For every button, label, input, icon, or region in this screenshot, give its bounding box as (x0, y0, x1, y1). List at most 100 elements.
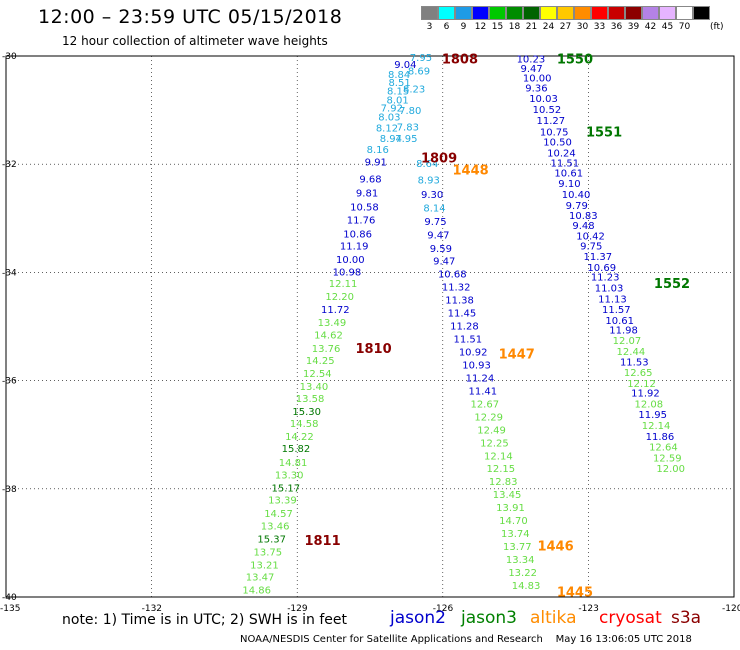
wave-height-value: 13.76 (312, 344, 341, 355)
wave-height-value: 12.25 (480, 438, 509, 449)
wave-height-value: 10.98 (333, 267, 362, 278)
legend-swatch (540, 6, 557, 20)
legend-swatch (438, 6, 455, 20)
wave-height-value: 12.11 (329, 279, 358, 290)
wave-height-value: 9.04 (394, 60, 416, 71)
legend-swatch (489, 6, 506, 20)
wave-height-value: 10.83 (569, 211, 598, 222)
lat-axis-label: -36 (2, 377, 17, 387)
wave-height-value: 14.58 (290, 419, 319, 430)
wave-height-value: 12.07 (613, 336, 642, 347)
wave-height-value: 12.14 (642, 421, 671, 432)
wave-height-value: 11.95 (638, 410, 667, 421)
legend-label: 18 (508, 22, 521, 32)
wave-height-value: 9.75 (580, 241, 602, 252)
wave-height-value: 8.14 (423, 203, 445, 214)
wave-height-value: 9.81 (356, 188, 378, 199)
wave-height-value: 8.51 (388, 78, 410, 89)
pass-time-label: 1552 (654, 277, 690, 292)
wave-height-value: 11.76 (347, 215, 376, 226)
satellite-altika: altika (530, 608, 577, 628)
wave-height-value: 13.34 (506, 555, 535, 566)
wave-height-value: 13.49 (318, 318, 347, 329)
wave-height-value: 12.15 (486, 464, 515, 475)
wave-height-value: 7.95 (395, 134, 417, 145)
legend-label: 6 (443, 22, 450, 32)
wave-height-value: 9.59 (430, 244, 452, 255)
wave-height-value: 11.27 (536, 116, 565, 127)
wave-height-value: 14.70 (499, 516, 528, 527)
color-legend: 3 6 9 12 15 18 21 24 27 30 33 36 39 42 45 70 (ft) (421, 6, 724, 32)
legend-label: 36 (610, 22, 623, 32)
legend-swatch (523, 6, 540, 20)
legend-label: 30 (576, 22, 589, 32)
wave-height-value: 9.36 (525, 83, 547, 94)
satellite-jason3: jason3 (461, 608, 517, 628)
wave-height-value: 9.68 (359, 174, 381, 185)
lat-axis-label: -32 (2, 160, 17, 170)
wave-height-value: 8.93 (418, 175, 440, 186)
pass-time-label: 1808 (442, 53, 478, 68)
wave-height-value: 13.77 (503, 542, 532, 553)
wave-height-value: 11.92 (631, 389, 660, 400)
wave-height-value: 8.12 (376, 123, 398, 134)
wave-height-value: 13.21 (250, 561, 279, 572)
wave-height-value: 11.72 (321, 305, 350, 316)
wave-height-value: 12.29 (474, 412, 503, 423)
wave-height-value: 10.86 (343, 229, 372, 240)
wave-height-value: 9.47 (520, 64, 542, 75)
wave-height-value: 9.30 (421, 190, 443, 201)
map-title: 12:00 – 23:59 UTC 05/15/2018 (38, 6, 343, 28)
wave-height-value: 12.20 (325, 292, 354, 303)
wave-height-value: 7.92 (381, 103, 403, 114)
wave-height-value: 8.69 (408, 67, 430, 78)
wave-height-value: 12.00 (656, 464, 685, 475)
wave-height-value: 10.52 (533, 105, 562, 116)
legend-unit: (ft) (710, 22, 724, 32)
wave-height-value: 13.22 (508, 568, 537, 579)
footer-note: note: 1) Time is in UTC; 2) SWH is in fe… (62, 612, 348, 628)
wave-height-value: 15.82 (282, 444, 311, 455)
legend-swatch (642, 6, 659, 20)
wave-height-value: 11.51 (551, 159, 580, 170)
wave-height-value: 8.01 (387, 95, 409, 106)
wave-height-value: 10.23 (517, 55, 546, 66)
lon-axis-label: -120 (722, 604, 740, 614)
legend-swatch (557, 6, 574, 20)
wave-height-value: 10.61 (554, 168, 583, 179)
legend-swatch (625, 6, 642, 20)
legend-swatch (455, 6, 472, 20)
legend-swatches (421, 6, 724, 20)
wave-height-value: 11.28 (450, 321, 479, 332)
wave-height-value: 15.30 (292, 407, 321, 418)
wave-height-value: 10.93 (462, 360, 491, 371)
wave-height-value: 12.44 (617, 347, 646, 358)
legend-swatch (693, 6, 710, 20)
legend-label: 9 (460, 22, 467, 32)
wave-height-value: 11.86 (646, 432, 675, 443)
wave-height-value: 12.67 (470, 399, 499, 410)
credit-line: NOAA/NESDIS Center for Satellite Applica… (240, 634, 692, 645)
wave-height-value: 13.39 (268, 496, 297, 507)
wave-height-value: 14.83 (512, 581, 541, 592)
wave-height-value: 8.03 (378, 113, 400, 124)
wave-height-value: 8.84 (388, 70, 410, 81)
wave-height-value: 7.95 (410, 53, 432, 64)
wave-height-value: 7.83 (397, 122, 419, 133)
wave-height-value: 12.12 (627, 379, 656, 390)
legend-label: 39 (627, 22, 640, 32)
wave-height-value: 10.42 (576, 232, 605, 243)
lat-axis-label: -38 (2, 485, 17, 495)
legend-label: 12 (474, 22, 487, 32)
legend-swatch (506, 6, 523, 20)
wave-height-value: 8.23 (403, 84, 425, 95)
lat-axis-label: -40 (2, 593, 17, 603)
wave-height-value: 13.40 (300, 382, 329, 393)
wave-height-value: 10.58 (350, 202, 379, 213)
satellite-jason2: jason2 (390, 608, 446, 628)
wave-height-value: 12.14 (484, 451, 513, 462)
wave-height-value: 12.83 (489, 477, 518, 488)
wave-height-value: 9.10 (558, 179, 580, 190)
wave-height-value: 11.51 (453, 334, 482, 345)
wave-height-value: 12.65 (624, 368, 653, 379)
